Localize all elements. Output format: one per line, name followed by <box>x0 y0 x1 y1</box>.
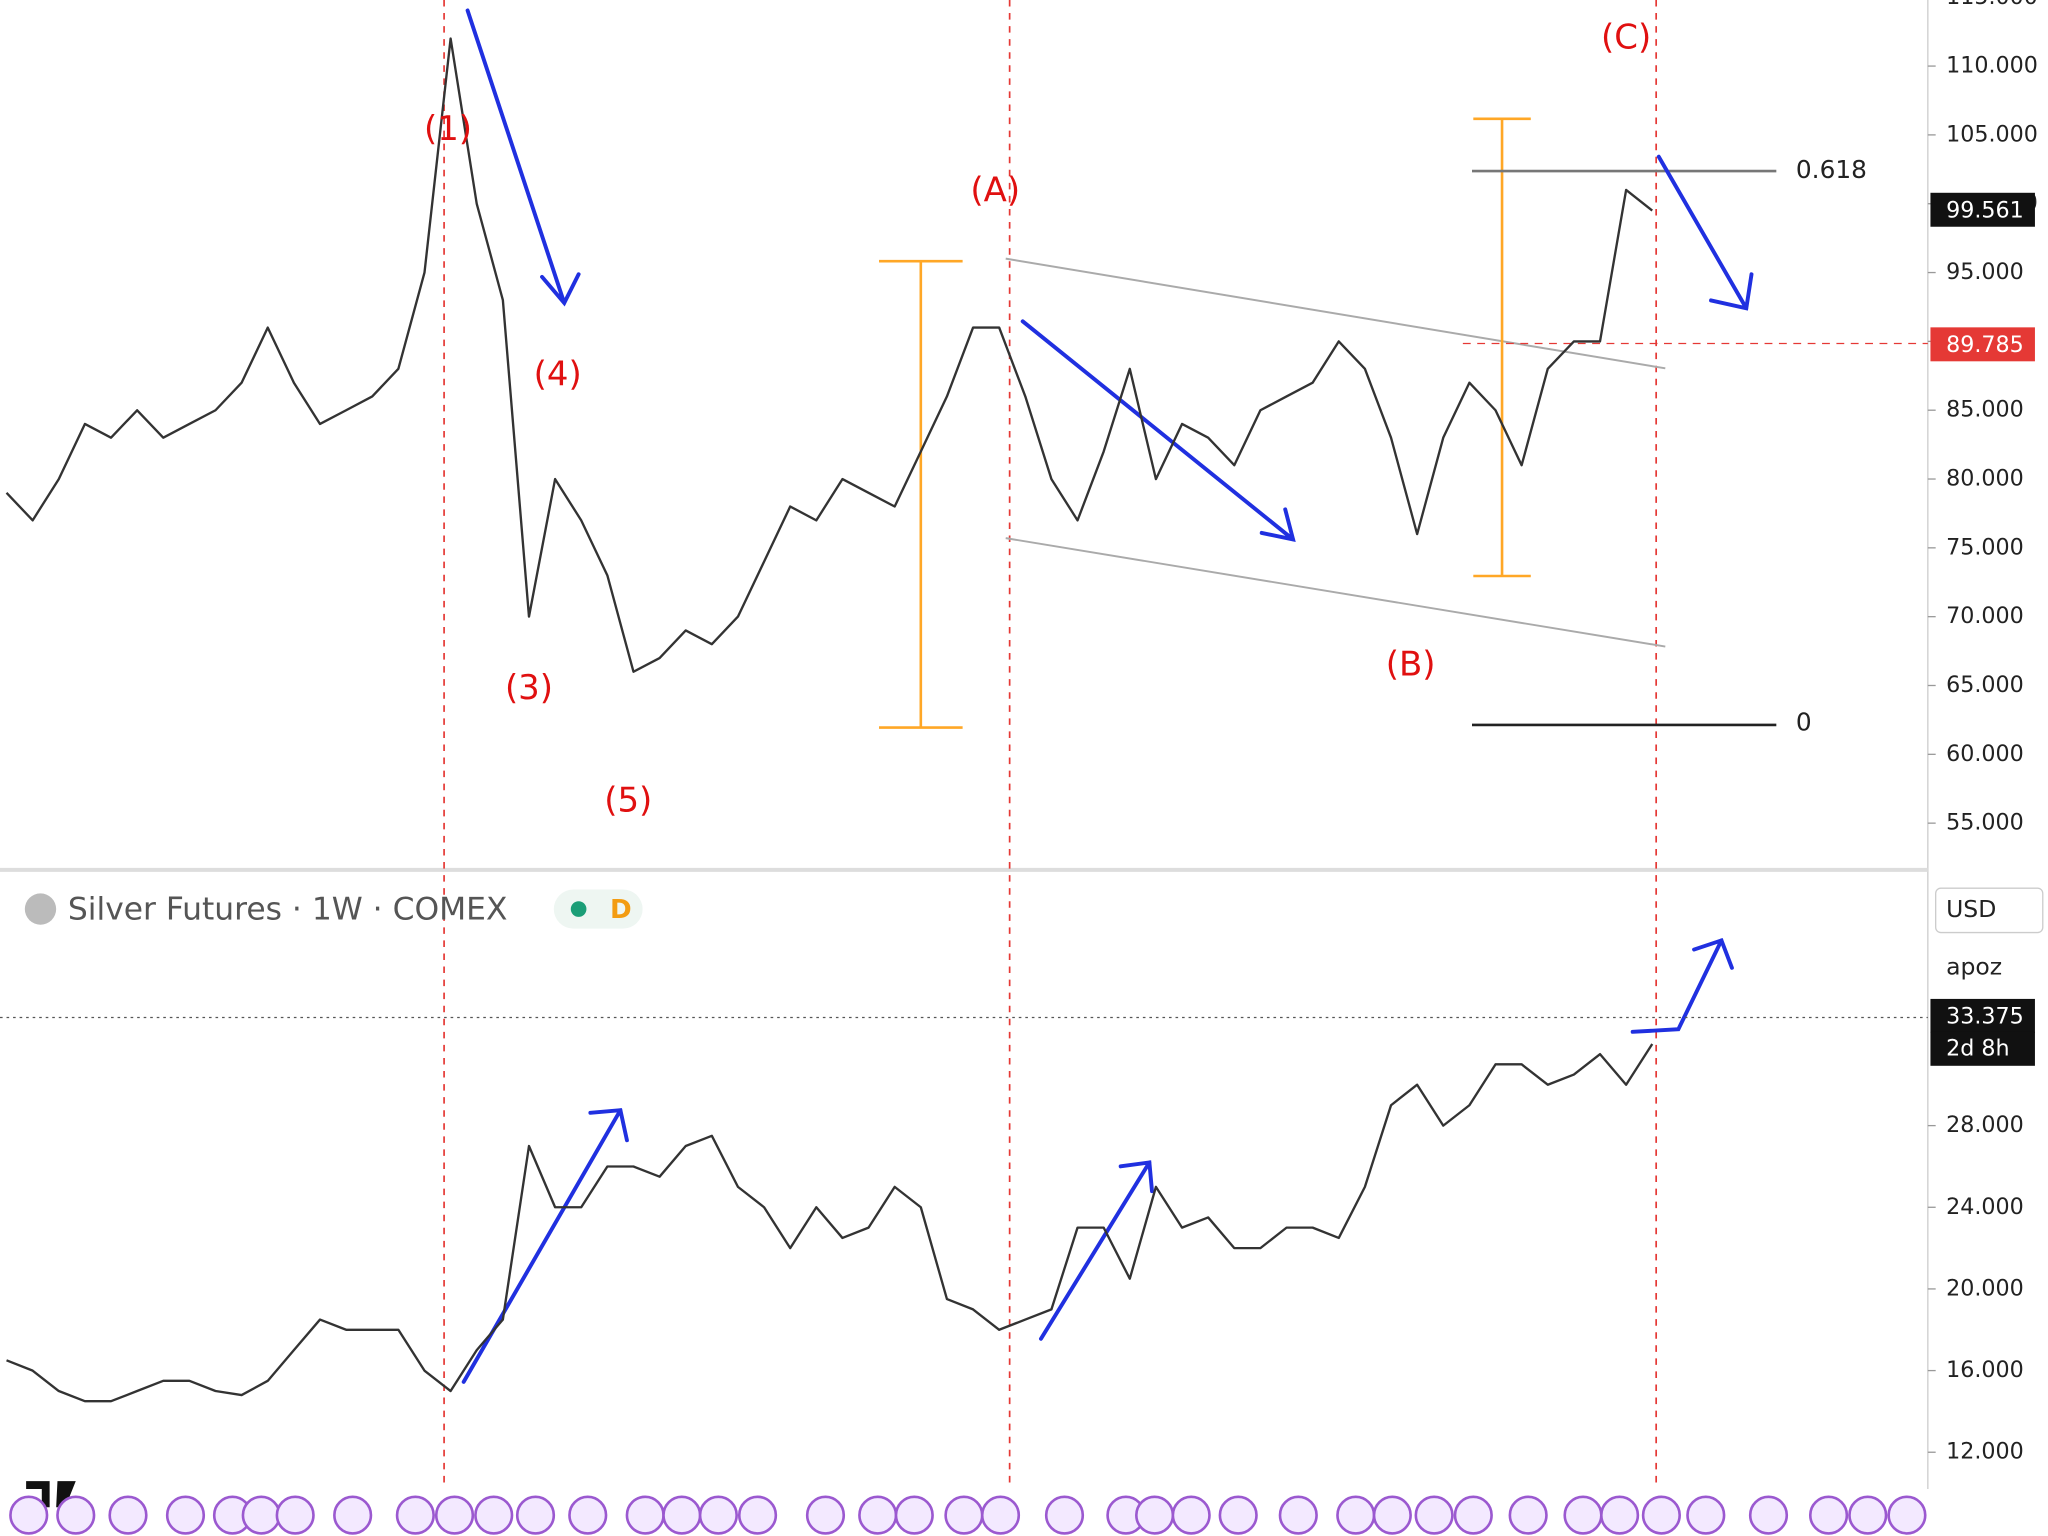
event-icon <box>1414 1495 1454 1535</box>
price-line-series <box>5 37 1653 673</box>
y-tick-label: 95.000 <box>1946 259 2024 285</box>
price-tag-box <box>1930 192 2035 227</box>
event-icon <box>1372 1495 1412 1535</box>
y-tick-label: 105.000 <box>1946 121 2038 147</box>
y-tick-label: 85.000 <box>1946 397 2024 423</box>
event-icon <box>1686 1495 1726 1535</box>
wave-label: (B) <box>1386 645 1436 685</box>
arrows <box>461 8 1754 1384</box>
event-icon <box>805 1495 846 1535</box>
wave-label: (1) <box>424 109 472 149</box>
countdown: 2d 8h <box>1946 1035 2009 1061</box>
wave-label: (A) <box>970 171 1020 211</box>
event-icon <box>515 1495 556 1535</box>
event-icon <box>1599 1495 1640 1535</box>
event-icon <box>1848 1495 1888 1535</box>
fib-label: 0.618 <box>1796 155 1867 184</box>
channel <box>1005 257 1666 648</box>
y-tick-label: 20.000 <box>1946 1275 2024 1301</box>
y-tick-label: 65.000 <box>1946 672 2024 698</box>
event-icon <box>625 1495 665 1535</box>
y-tick-label: 55.000 <box>1946 810 2024 836</box>
y-tick-label: 110.000 <box>1946 53 2038 79</box>
event-icon <box>434 1495 475 1535</box>
event-icon <box>333 1495 373 1535</box>
wave-label: (3) <box>505 668 553 708</box>
y-tick-label: 70.000 <box>1946 603 2024 629</box>
y-tick-label: 12.000 <box>1946 1439 2024 1465</box>
event-icon <box>1135 1495 1175 1535</box>
event-icon <box>662 1495 702 1535</box>
wave-label: (C) <box>1601 18 1651 58</box>
event-icon <box>9 1495 49 1535</box>
legend: Silver Futures · 1W · COMEX D <box>24 889 643 929</box>
symbol-title: Silver Futures · 1W · COMEX <box>68 891 508 927</box>
price-tag-box <box>1930 998 2035 1033</box>
event-icon <box>1808 1495 1849 1535</box>
y-tick-label: 16.000 <box>1946 1357 2024 1383</box>
wave-label: (4) <box>534 355 582 395</box>
event-icon <box>1508 1495 1548 1535</box>
price-tag: 33.375 <box>1946 1004 2024 1030</box>
event-icon <box>1887 1495 1927 1535</box>
wave-label: (5) <box>604 780 652 820</box>
currency-button[interactable] <box>1935 887 2044 934</box>
price-line-series <box>6 1043 1654 1403</box>
currency[interactable]: USD <box>1946 895 1996 923</box>
y-tick-label: 24.000 <box>1946 1194 2024 1220</box>
event-icon <box>56 1495 96 1535</box>
badge: D <box>610 895 632 925</box>
y-tick-label: 115.000 <box>1946 0 2038 10</box>
fib-lines <box>1471 169 1777 727</box>
event-icon <box>568 1495 608 1535</box>
event-icon <box>1044 1495 1085 1535</box>
event-icons <box>9 1495 1927 1535</box>
symbol-icon <box>24 893 57 925</box>
event-icon <box>894 1495 934 1535</box>
price-tag: 89.785 <box>1946 332 2024 358</box>
event-icon <box>1563 1495 1603 1535</box>
fib-label: 0 <box>1796 708 1812 737</box>
event-icon <box>980 1495 1021 1535</box>
status-dot <box>570 901 587 917</box>
event-icon <box>698 1495 738 1535</box>
event-icon <box>395 1495 435 1535</box>
event-icon <box>241 1495 281 1535</box>
badge-pill <box>553 889 643 929</box>
event-icon <box>1641 1495 1681 1535</box>
axis-controls: USD apoz <box>1935 887 2044 980</box>
event-icon <box>858 1495 898 1535</box>
event-icon <box>108 1495 148 1535</box>
y-tick-label: 28.000 <box>1946 1112 2024 1138</box>
event-icon <box>1453 1495 1493 1535</box>
price-tag-box <box>1930 327 2035 362</box>
event-icon <box>1218 1495 1258 1535</box>
event-icon <box>165 1495 206 1535</box>
event-icon <box>1336 1495 1376 1535</box>
event-icon <box>944 1495 984 1535</box>
event-icon <box>737 1495 778 1535</box>
countdown-box <box>1930 1031 2035 1066</box>
y-tick-label: 80.000 <box>1946 466 2024 492</box>
measure-bars <box>879 117 1531 729</box>
event-icon <box>1171 1495 1211 1535</box>
price-tag: 99.561 <box>1946 198 2024 224</box>
event-icon <box>1748 1495 1789 1535</box>
event-icon <box>1278 1495 1318 1535</box>
y-tick-label: 75.000 <box>1946 534 2024 560</box>
y-tick-label: 60.000 <box>1946 741 2024 767</box>
event-icon <box>474 1495 514 1535</box>
event-icon <box>275 1495 315 1535</box>
scale-mode[interactable]: apoz <box>1946 952 2002 980</box>
